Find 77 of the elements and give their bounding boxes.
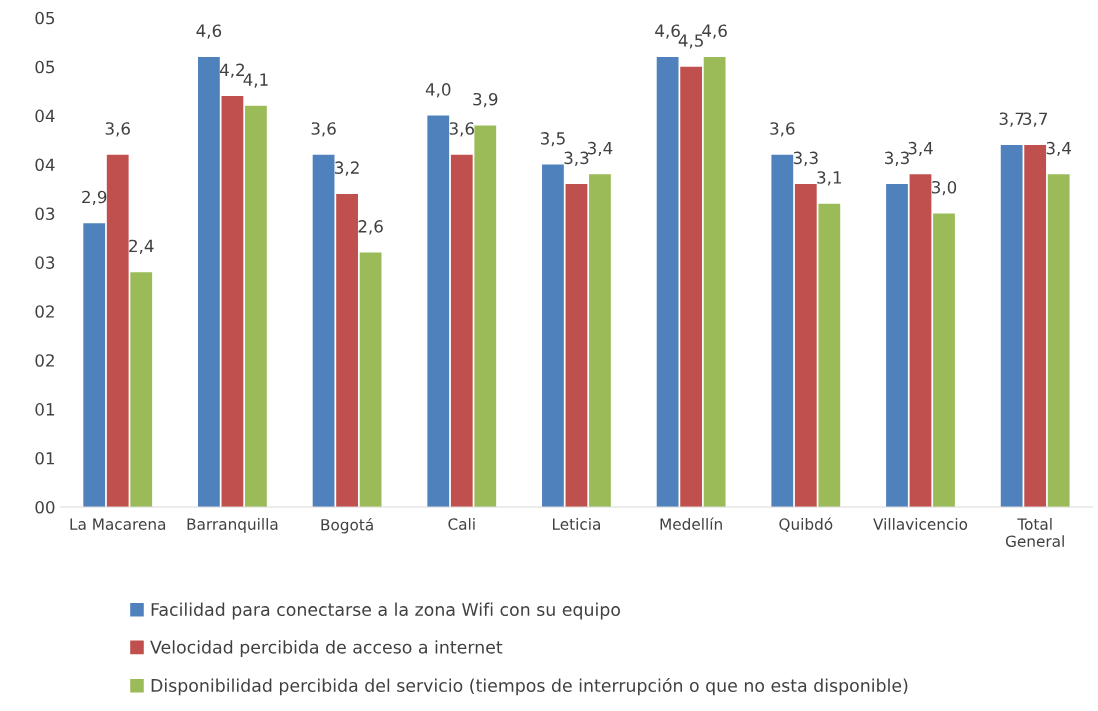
bar bbox=[909, 174, 932, 507]
bar bbox=[771, 154, 794, 507]
data-label: 2,9 bbox=[82, 190, 107, 206]
y-tick-label: 02 bbox=[35, 305, 54, 318]
y-tick-label: 03 bbox=[35, 207, 55, 221]
x-tick-label: Medellín bbox=[660, 517, 722, 530]
x-tick-label: Bogotá bbox=[321, 518, 373, 534]
bar bbox=[794, 184, 817, 507]
data-label: 3,3 bbox=[564, 151, 589, 166]
data-label: 3,3 bbox=[793, 151, 818, 166]
data-label: 3,2 bbox=[335, 161, 359, 176]
bar bbox=[1000, 144, 1023, 507]
data-label: 3,4 bbox=[908, 141, 933, 157]
bar bbox=[359, 252, 382, 507]
data-label: 3,4 bbox=[1046, 141, 1071, 157]
bar bbox=[818, 203, 841, 507]
bar bbox=[933, 213, 955, 507]
data-label: 4,5 bbox=[678, 34, 703, 49]
data-label: 2,4 bbox=[129, 239, 154, 254]
bar bbox=[542, 164, 564, 507]
bar bbox=[680, 66, 703, 507]
y-tick-label: 01 bbox=[35, 403, 54, 416]
data-label: 4,2 bbox=[219, 63, 244, 78]
bar bbox=[106, 154, 129, 507]
bar bbox=[589, 174, 611, 507]
y-tick-label: 05 bbox=[35, 60, 55, 74]
y-tick-label: 04 bbox=[35, 158, 55, 172]
bar bbox=[656, 56, 679, 507]
x-tick-label: Leticia bbox=[553, 518, 601, 530]
x-tick-label: Total General bbox=[1005, 518, 1064, 547]
y-tick-label: 04 bbox=[35, 109, 55, 123]
bar bbox=[1047, 174, 1070, 507]
data-label: 3,7 bbox=[999, 112, 1024, 127]
y-tick-label: 02 bbox=[35, 354, 54, 367]
y-tick-label: 01 bbox=[35, 451, 54, 465]
bar bbox=[886, 184, 908, 507]
bar bbox=[565, 184, 588, 507]
bar bbox=[703, 56, 726, 507]
x-tick-label: Villavicencio bbox=[873, 518, 968, 530]
x-tick-label: La Macarena bbox=[70, 518, 166, 530]
legend-label: Velocidad percibida de acceso a internet bbox=[150, 640, 503, 658]
data-label: 4,1 bbox=[243, 73, 268, 88]
data-label: 3,3 bbox=[885, 151, 909, 166]
data-label: 3,7 bbox=[1023, 112, 1047, 127]
bar bbox=[474, 125, 497, 507]
y-tick-label: 00 bbox=[35, 500, 55, 514]
bar bbox=[336, 193, 358, 507]
data-label: 3,6 bbox=[449, 122, 474, 137]
x-tick-label: Quibdó bbox=[779, 517, 833, 532]
y-tick-label: 05 bbox=[35, 11, 55, 25]
data-label: 3,9 bbox=[473, 92, 498, 108]
bar bbox=[83, 223, 106, 507]
data-label: 4,6 bbox=[196, 24, 222, 39]
bar bbox=[221, 96, 244, 507]
bar bbox=[312, 154, 335, 507]
data-label: 2,6 bbox=[358, 220, 383, 235]
data-label: 3,6 bbox=[770, 122, 795, 137]
y-tick-label: 03 bbox=[35, 256, 55, 269]
data-label: 3,5 bbox=[540, 132, 565, 147]
data-label: 4,0 bbox=[425, 83, 451, 98]
bar bbox=[198, 56, 220, 507]
data-label: 3,0 bbox=[932, 180, 957, 196]
x-tick-label: Barranquilla bbox=[187, 518, 278, 533]
data-label: 4,6 bbox=[702, 24, 727, 39]
data-label: 3,1 bbox=[817, 171, 842, 186]
data-label: 3,6 bbox=[311, 122, 336, 137]
legend-label: Disponibilidad percibida del servicio (tiempos de interrupción o que no esta disponible) bbox=[151, 677, 908, 696]
bar bbox=[245, 105, 267, 507]
data-label: 3,4 bbox=[587, 141, 613, 157]
x-tick-label: Cali bbox=[448, 518, 475, 530]
bar bbox=[450, 154, 473, 507]
data-label: 4,6 bbox=[655, 24, 680, 39]
legend-label: Facilidad para conectarse a la zona Wifi con su equipo bbox=[151, 602, 621, 620]
bar bbox=[1024, 144, 1047, 507]
bar bbox=[130, 272, 153, 507]
bar bbox=[427, 115, 450, 507]
data-label: 3,6 bbox=[105, 122, 130, 137]
